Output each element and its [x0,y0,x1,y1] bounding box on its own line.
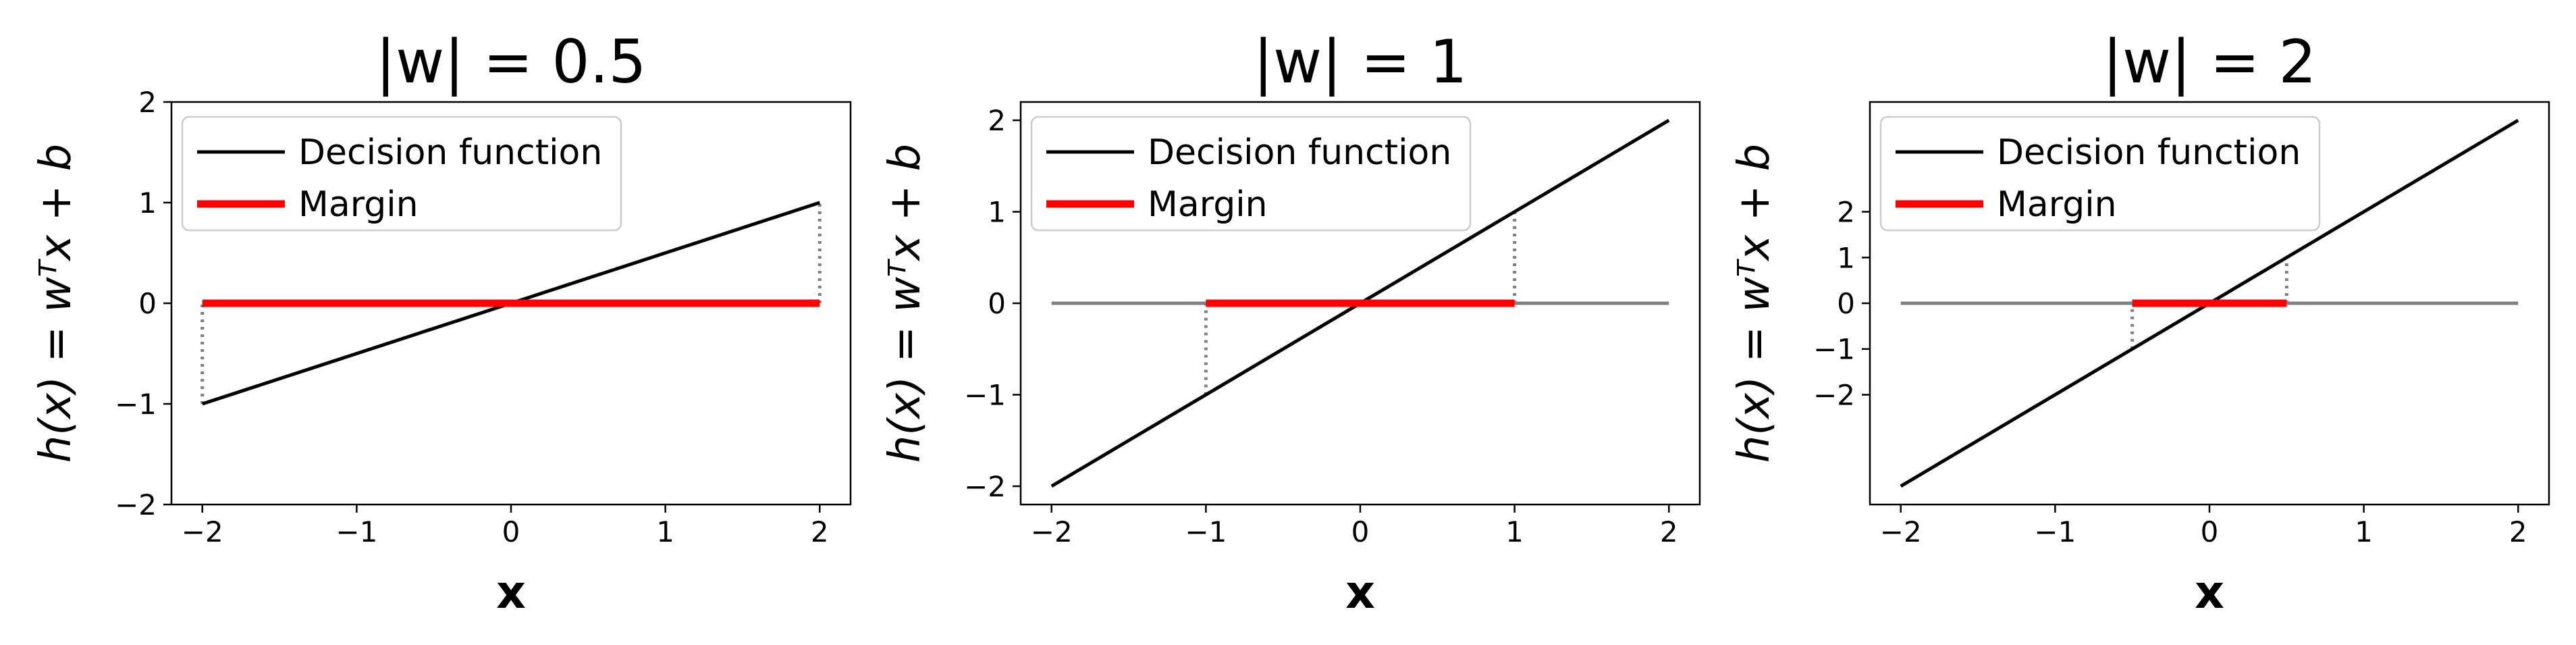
legend: Decision function Margin [1030,115,1472,232]
x-tick-label: 0 [2201,515,2219,548]
x-tick-label: 0 [1351,515,1370,548]
y-axis-label: h(x) = wᵀx + b [880,144,930,463]
x-tick-label: 1 [1505,515,1524,548]
chart-panel-1: |w| = 0.5 −2 −1 0 1 2 −2 −1 0 1 2 x h(x) = wᵀx + b De… [31,27,852,619]
chart-panel-3: |w| = 2 −2 −1 0 1 2 −2 −1 0 1 2 x h(x) = wᵀx + b Deci… [1729,27,2550,619]
x-tick-label: −1 [336,515,377,548]
y-tick-label: −1 [115,388,157,421]
x-tick-label: −1 [2034,515,2076,548]
y-tick-label: 2 [1837,196,1855,229]
y-tick-label: 1 [1837,241,1855,274]
x-tick-label: 2 [811,515,829,548]
x-tick-label: 1 [656,515,674,548]
y-tick-label: −2 [115,488,157,521]
x-tick-label: 1 [2355,515,2373,548]
y-axis-label: h(x) = wᵀx + b [1729,144,1779,463]
data-layer [200,201,822,406]
legend-box [181,115,622,232]
x-tick-label: −2 [182,515,223,548]
y-tick-label: −1 [964,378,1006,411]
legend: Decision function Margin [1879,115,2321,232]
data-layer [1900,118,2519,488]
y-tick-label: 0 [1837,287,1855,320]
y-tick-label: 1 [988,196,1006,229]
legend-box [1879,115,2321,232]
legend-decision-label: Decision function [1997,132,2301,173]
x-axis-label: x [1345,566,1375,619]
y-tick-label: 0 [138,287,157,320]
legend-margin-label: Margin [1148,184,1268,225]
chart-title: |w| = 1 [1254,27,1468,97]
x-axis-label: x [496,566,526,619]
y-tick-label: −2 [964,470,1006,503]
x-tick-label: −2 [1031,515,1073,548]
chart-panel-2: |w| = 1 −2 −1 0 1 2 −2 −1 0 1 2 x h(x) = wᵀx + b Deci… [880,27,1701,619]
x-tick-label: −2 [1880,515,1922,548]
legend: Decision function Margin [181,115,622,232]
y-tick-label: −1 [1813,333,1855,366]
x-tick-label: 2 [2509,515,2527,548]
legend-box [1030,115,1472,232]
y-axis-label: h(x) = wᵀx + b [31,144,81,463]
x-tick-label: 2 [1660,515,1678,548]
chart-title: |w| = 0.5 [376,27,647,97]
y-tick-label: 2 [988,104,1006,137]
y-tick-label: 1 [138,186,157,220]
x-tick-label: −1 [1185,515,1227,548]
chart-title: |w| = 2 [2103,27,2317,97]
y-tick-label: 0 [988,287,1006,320]
x-axis-label: x [2195,566,2224,619]
data-layer [1050,118,1670,488]
legend-margin-label: Margin [1997,184,2117,225]
y-tick-label: −2 [1813,378,1855,411]
x-tick-label: 0 [502,515,520,548]
y-tick-label: 2 [138,86,157,119]
legend-margin-label: Margin [298,184,419,225]
legend-decision-label: Decision function [298,132,602,173]
legend-decision-label: Decision function [1148,132,1451,173]
